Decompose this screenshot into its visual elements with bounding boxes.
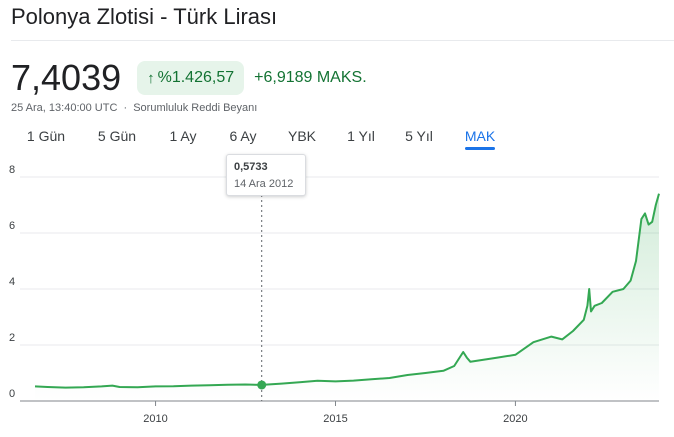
tab-1-year[interactable]: 1 Yıl bbox=[347, 128, 375, 144]
range-tabs: 1 Gün 5 Gün 1 Ay 6 Ay YBK 1 Yıl 5 Yıl MA… bbox=[0, 128, 674, 150]
title-divider bbox=[11, 40, 674, 41]
y-tick-label: 0 bbox=[9, 388, 15, 400]
y-tick-label: 4 bbox=[9, 276, 15, 288]
tooltip-value: 0,5733 bbox=[234, 161, 268, 173]
tooltip-date: 14 Ara 2012 bbox=[234, 178, 294, 190]
highlight-point bbox=[257, 380, 267, 390]
tab-max[interactable]: MAK bbox=[464, 128, 496, 144]
quote-timestamp: 25 Ara, 13:40:00 UTC bbox=[11, 102, 118, 114]
y-tick-label: 2 bbox=[9, 332, 15, 344]
price-line bbox=[34, 193, 660, 389]
change-badge: ↑ %1.426,57 bbox=[137, 61, 245, 95]
active-tab-indicator bbox=[465, 147, 495, 150]
tab-1-day[interactable]: 1 Gün bbox=[26, 128, 66, 144]
tab-1-month[interactable]: 1 Ay bbox=[169, 128, 197, 144]
quote-meta: 25 Ara, 13:40:00 UTC · Sorumluluk Reddi … bbox=[11, 102, 257, 114]
change-percent: %1.426,57 bbox=[157, 69, 235, 86]
arrow-up-icon: ↑ bbox=[147, 69, 155, 87]
change-absolute: +6,9189 MAKS. bbox=[254, 69, 367, 86]
price-area bbox=[35, 193, 659, 401]
x-tick-label: 2020 bbox=[503, 413, 527, 425]
tab-5-day[interactable]: 5 Gün bbox=[97, 128, 137, 144]
x-tick-label: 2010 bbox=[143, 413, 167, 425]
price-row: 7,4039 ↑ %1.426,57 +6,9189 MAKS. bbox=[11, 58, 367, 98]
x-tick-label: 2015 bbox=[323, 413, 347, 425]
tab-ytd[interactable]: YBK bbox=[287, 128, 317, 144]
y-tick-label: 8 bbox=[9, 164, 15, 176]
price-chart[interactable]: 0 2 4 6 8 2010 2015 2020 bbox=[0, 150, 674, 437]
tab-5-year[interactable]: 5 Yıl bbox=[405, 128, 433, 144]
tab-6-month[interactable]: 6 Ay bbox=[229, 128, 257, 144]
chart-tooltip: 0,5733 14 Ara 2012 bbox=[226, 154, 306, 196]
disclaimer-link[interactable]: Sorumluluk Reddi Beyanı bbox=[133, 102, 258, 114]
y-tick-label: 6 bbox=[9, 220, 15, 232]
page-title: Polonya Zlotisi - Türk Lirası bbox=[11, 4, 278, 29]
meta-separator: · bbox=[123, 102, 128, 114]
current-price: 7,4039 bbox=[11, 57, 122, 98]
